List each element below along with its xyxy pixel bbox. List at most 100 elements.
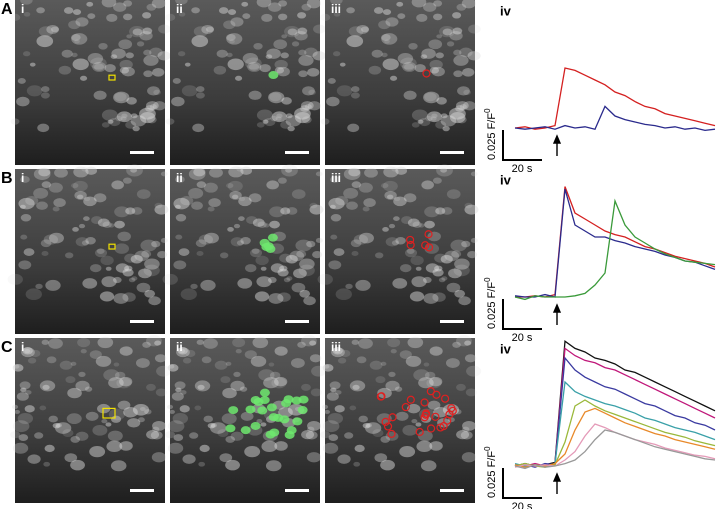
cell (145, 105, 155, 112)
cell (175, 214, 187, 222)
cell (97, 336, 114, 349)
cell (310, 388, 322, 397)
cell (397, 52, 414, 64)
cell (105, 266, 112, 271)
cell (298, 70, 308, 78)
cell (71, 182, 79, 189)
cell (78, 223, 86, 229)
cell (414, 64, 426, 73)
cell (43, 461, 51, 467)
cell (323, 364, 330, 369)
cell-outline (388, 413, 397, 422)
cell (181, 85, 198, 97)
cell (116, 111, 132, 123)
cell (446, 189, 461, 199)
cell (268, 91, 285, 104)
cell (147, 86, 160, 96)
cell (368, 65, 382, 75)
cell (98, 42, 108, 50)
trace (514, 105, 716, 132)
cell (407, 403, 421, 414)
cell (119, 346, 133, 356)
cell (196, 86, 205, 93)
cell (101, 122, 110, 128)
cell (41, 86, 50, 93)
cell (108, 408, 126, 421)
cell (344, 432, 354, 439)
cell (114, 243, 130, 254)
cell (220, 252, 229, 259)
cell (143, 70, 153, 78)
cell (179, 349, 186, 354)
cell (277, 177, 287, 184)
cell (330, 176, 340, 183)
cell (95, 248, 108, 258)
cell (49, 232, 64, 244)
trace (514, 198, 716, 301)
cell (462, 67, 475, 77)
image-panel: ii (162, 164, 324, 334)
cell (375, 252, 384, 259)
cell (92, 424, 108, 436)
cell (58, 65, 72, 75)
cell (460, 431, 473, 440)
stimulus-arrow (552, 303, 562, 325)
roi (102, 407, 116, 419)
cell (426, 377, 442, 389)
cell (119, 441, 133, 451)
cell (225, 435, 236, 443)
cell (411, 0, 427, 8)
cell (118, 39, 133, 50)
cell (248, 63, 260, 71)
cell (114, 220, 125, 229)
cell (73, 166, 89, 178)
cell (219, 453, 233, 463)
cell (230, 380, 245, 391)
cell (169, 409, 175, 414)
cell (229, 190, 242, 200)
cell (226, 33, 236, 41)
cell (72, 9, 82, 15)
cell (390, 349, 397, 354)
cell (439, 25, 455, 38)
cell (20, 234, 28, 240)
cell (132, 404, 150, 416)
cell (10, 13, 21, 21)
cell (256, 419, 263, 424)
cell (349, 380, 366, 392)
cell-outline (406, 395, 415, 404)
cell (375, 376, 386, 384)
cell (298, 264, 315, 277)
cell (274, 376, 288, 387)
cell (382, 180, 398, 192)
image-bg (15, 0, 165, 165)
cell (77, 194, 84, 200)
cell (48, 182, 63, 193)
cell (111, 180, 124, 190)
cell (178, 248, 190, 256)
cell (89, 445, 106, 458)
cell (396, 1, 404, 7)
cell (403, 63, 415, 71)
active-cell (267, 233, 278, 242)
cell (38, 167, 51, 177)
cell (74, 190, 87, 200)
cell (40, 239, 52, 248)
cell (406, 248, 415, 254)
cell (294, 107, 311, 120)
cell (184, 62, 191, 67)
cell (119, 67, 130, 74)
active-cell (250, 421, 261, 430)
cell (25, 288, 42, 301)
cell (245, 57, 262, 70)
cell (350, 92, 360, 99)
cell (393, 216, 400, 221)
cell (166, 404, 174, 410)
cell (274, 346, 288, 356)
cell (388, 223, 396, 229)
cell (146, 335, 162, 347)
cell (420, 54, 428, 59)
cell (328, 434, 339, 442)
cell (23, 248, 35, 256)
cell (167, 363, 179, 372)
